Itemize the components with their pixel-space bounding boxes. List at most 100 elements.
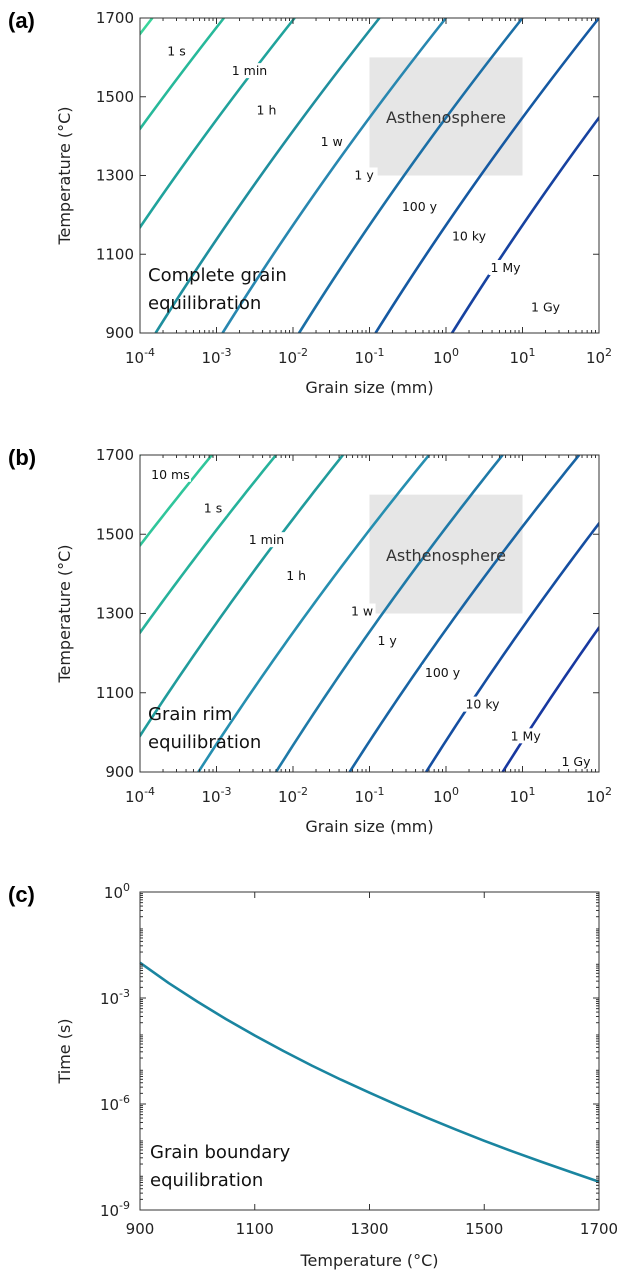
x-tick-label: 10-1 bbox=[354, 346, 384, 367]
contour-1-My bbox=[450, 115, 599, 333]
tick-base: 10 bbox=[100, 1096, 119, 1114]
x-axis-label: Grain size (mm) bbox=[305, 378, 433, 397]
contour-label-bg bbox=[421, 664, 463, 680]
contour-label-1-Gy: 1 Gy bbox=[561, 754, 591, 769]
y-tick-label: 1300 bbox=[96, 167, 134, 185]
tick-base: 10 bbox=[354, 788, 373, 806]
contour-label-bg bbox=[245, 532, 287, 548]
x-tick-label: 100 bbox=[433, 785, 459, 806]
tick-base: 10 bbox=[125, 349, 144, 367]
x-tick-label: 10-3 bbox=[201, 785, 231, 806]
x-tick-label: 102 bbox=[586, 785, 612, 806]
contour-label-bg bbox=[149, 466, 191, 482]
y-tick-label: 1500 bbox=[96, 525, 134, 543]
annotation-line-1: Grain boundary bbox=[150, 1142, 291, 1163]
tick-exponent: -4 bbox=[144, 346, 155, 359]
contour-1-s bbox=[140, 455, 213, 548]
x-tick-label: 101 bbox=[509, 785, 535, 806]
y-tick-label: 10-3 bbox=[100, 987, 130, 1008]
contour-label-1-min: 1 min bbox=[232, 63, 268, 78]
contour-label-bg bbox=[558, 754, 593, 770]
x-tick-label: 10-4 bbox=[125, 346, 155, 367]
tick-exponent: 2 bbox=[605, 785, 612, 798]
panel-letter: (a) bbox=[8, 8, 35, 33]
contour-1-y bbox=[221, 18, 448, 333]
contour-label-bg bbox=[398, 198, 440, 214]
contour-label-1-s: 1 s bbox=[204, 500, 222, 515]
y-axis-label: Time (s) bbox=[55, 1018, 74, 1084]
tick-exponent: -3 bbox=[221, 346, 232, 359]
contour-10-ky bbox=[374, 18, 599, 333]
y-tick-label: 1100 bbox=[96, 684, 134, 702]
y-tick-label: 10-6 bbox=[100, 1093, 130, 1114]
annotation-line-2: equilibration bbox=[148, 293, 261, 314]
contour-1-w bbox=[197, 455, 431, 772]
tick-base: 10 bbox=[586, 788, 605, 806]
contour-label-bg bbox=[252, 102, 280, 118]
x-tick-label: 1100 bbox=[236, 1220, 274, 1238]
contour-label-bg bbox=[282, 567, 310, 583]
y-tick-label: 1100 bbox=[96, 245, 134, 263]
tick-exponent: 1 bbox=[529, 785, 536, 798]
tick-exponent: -1 bbox=[374, 785, 385, 798]
tick-base: 10 bbox=[509, 349, 528, 367]
panel-a: 1 s 1 min 1 h 1 w 1 y 100 y 10 ky 1 My 1 Gy Asthe… bbox=[8, 8, 612, 397]
y-tick-label: 1700 bbox=[96, 446, 134, 464]
annotation-line-1: Grain rim bbox=[148, 704, 232, 725]
contour-100-y bbox=[348, 455, 581, 772]
contour-label-1-s: 1 s bbox=[167, 43, 185, 58]
contour-10-ky bbox=[425, 521, 599, 772]
x-tick-label: 100 bbox=[433, 346, 459, 367]
contour-label-1-min: 1 min bbox=[249, 532, 285, 547]
tick-base: 10 bbox=[100, 1202, 119, 1220]
contour-1-min bbox=[140, 18, 225, 132]
tick-exponent: -6 bbox=[119, 1093, 130, 1106]
tick-base: 10 bbox=[125, 788, 144, 806]
contour-label-bg bbox=[528, 299, 563, 315]
x-tick-label: 10-3 bbox=[201, 346, 231, 367]
annotation-line-2: equilibration bbox=[150, 1170, 263, 1191]
contour-label-bg bbox=[350, 167, 378, 183]
tick-base: 10 bbox=[104, 884, 123, 902]
contour-100-y bbox=[297, 18, 524, 333]
x-tick-label: 1300 bbox=[350, 1220, 388, 1238]
equilibration-curve bbox=[139, 961, 600, 1183]
contour-label-1-y: 1 y bbox=[354, 167, 374, 182]
y-tick-label: 900 bbox=[105, 324, 134, 342]
contour-label-1-w: 1 w bbox=[321, 134, 343, 149]
contour-label-1-My: 1 My bbox=[511, 728, 542, 743]
panel-b: 10 ms 1 s 1 min 1 h 1 w 1 y 100 y 10 ky 1 My 1 Gy… bbox=[8, 445, 612, 836]
tick-base: 10 bbox=[278, 788, 297, 806]
contour-label-bg bbox=[228, 63, 270, 79]
contour-label-10-ms: 10 ms bbox=[151, 467, 190, 482]
y-axis-label: Temperature (°C) bbox=[55, 106, 74, 245]
tick-base: 10 bbox=[354, 349, 373, 367]
tick-base: 10 bbox=[278, 349, 297, 367]
tick-exponent: -3 bbox=[119, 987, 130, 1000]
asthenosphere-region bbox=[369, 494, 523, 614]
y-tick-label: 900 bbox=[105, 763, 134, 781]
x-tick-label: 10-4 bbox=[125, 785, 155, 806]
tick-exponent: -4 bbox=[144, 785, 155, 798]
tick-exponent: 2 bbox=[605, 346, 612, 359]
contour-lines bbox=[140, 455, 599, 772]
x-tick-label: 1700 bbox=[580, 1220, 618, 1238]
contour-label-1-Gy: 1 Gy bbox=[531, 299, 561, 314]
y-tick-label: 1700 bbox=[96, 9, 134, 27]
tick-base: 10 bbox=[201, 788, 220, 806]
panel-letter: (c) bbox=[8, 882, 35, 907]
panel-c: Grain boundary equilibration 900 1100 1300 15… bbox=[8, 881, 618, 1270]
annotation-line-1: Complete grain bbox=[148, 265, 287, 286]
contour-1-w bbox=[154, 18, 381, 333]
contour-label-100-y: 100 y bbox=[425, 665, 461, 680]
x-tick-label: 900 bbox=[126, 1220, 155, 1238]
contour-label-bg bbox=[488, 260, 523, 275]
y-tick-label: 10-9 bbox=[100, 1199, 130, 1220]
contour-label-1-y: 1 y bbox=[377, 633, 397, 648]
annotation-line-2: equilibration bbox=[148, 732, 261, 753]
contour-label-bg bbox=[508, 728, 543, 744]
contour-label-bg bbox=[448, 228, 490, 244]
y-axis-label: Temperature (°C) bbox=[55, 544, 74, 683]
x-tick-label: 10-2 bbox=[278, 346, 308, 367]
